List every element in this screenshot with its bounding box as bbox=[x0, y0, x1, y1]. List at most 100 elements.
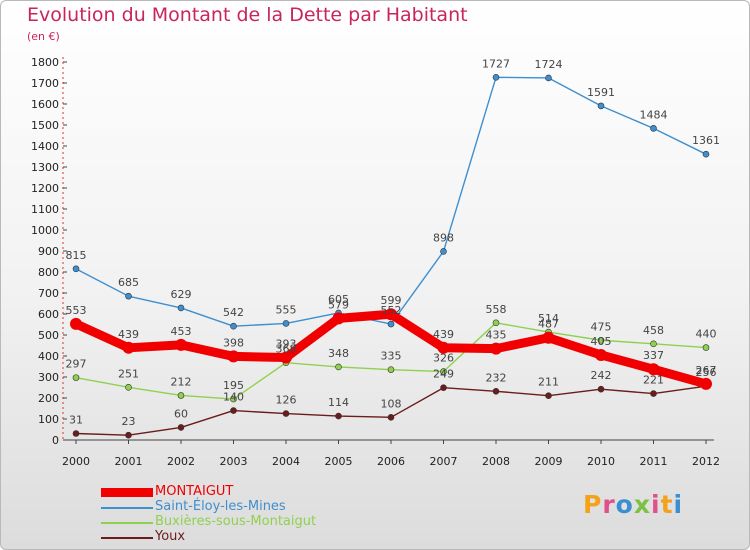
data-label: 815 bbox=[66, 249, 87, 262]
x-tick-label: 2005 bbox=[325, 455, 353, 468]
data-label: 514 bbox=[538, 312, 559, 325]
data-point bbox=[545, 392, 552, 399]
data-point bbox=[597, 102, 605, 110]
x-tick-label: 2007 bbox=[430, 455, 458, 468]
proxiti-logo: Proxiti bbox=[583, 490, 683, 519]
data-point bbox=[332, 312, 345, 325]
data-label: 23 bbox=[122, 415, 136, 428]
data-label: 251 bbox=[118, 367, 139, 380]
data-label: 195 bbox=[223, 379, 244, 392]
y-tick-label: 1300 bbox=[31, 161, 59, 174]
data-point bbox=[440, 248, 447, 255]
logo-letter: t bbox=[660, 490, 674, 519]
data-point bbox=[387, 320, 395, 328]
data-label: 542 bbox=[223, 306, 244, 319]
data-label: 1591 bbox=[587, 86, 615, 99]
data-label: 348 bbox=[328, 347, 349, 360]
y-tick-label: 1500 bbox=[31, 119, 59, 132]
data-point bbox=[125, 383, 132, 391]
data-point bbox=[280, 351, 292, 364]
data-label: 475 bbox=[591, 320, 612, 333]
data-label: 487 bbox=[538, 318, 559, 331]
data-label: 898 bbox=[433, 231, 454, 244]
data-label: 1727 bbox=[482, 57, 510, 70]
logo-letter: i bbox=[673, 490, 684, 519]
data-label: 599 bbox=[381, 294, 402, 307]
legend-swatch bbox=[101, 536, 153, 539]
data-label: 629 bbox=[171, 288, 192, 301]
data-point bbox=[702, 150, 710, 158]
data-label: 439 bbox=[118, 328, 139, 341]
y-tick-label: 200 bbox=[38, 392, 59, 405]
data-label: 579 bbox=[328, 298, 349, 311]
y-tick-label: 1600 bbox=[31, 98, 59, 111]
logo-letter: o bbox=[615, 490, 634, 519]
data-point bbox=[597, 385, 605, 393]
data-point bbox=[177, 392, 185, 399]
x-tick-label: 2002 bbox=[167, 455, 195, 468]
data-label: 221 bbox=[643, 374, 664, 387]
y-tick-label: 1400 bbox=[31, 140, 59, 153]
y-tick-label: 1100 bbox=[31, 203, 59, 216]
data-label: 439 bbox=[433, 328, 454, 341]
data-point bbox=[542, 331, 555, 344]
data-label: 256 bbox=[696, 366, 717, 379]
data-label: 211 bbox=[538, 376, 559, 389]
data-label: 108 bbox=[381, 397, 402, 410]
data-point bbox=[490, 342, 502, 355]
data-point bbox=[387, 366, 395, 373]
x-tick-label: 2009 bbox=[535, 455, 563, 468]
legend-label: Buxières-sous-Montaigut bbox=[155, 514, 317, 529]
data-label: 553 bbox=[66, 304, 87, 317]
x-tick-label: 2008 bbox=[482, 455, 510, 468]
y-tick-label: 300 bbox=[38, 371, 59, 384]
data-point bbox=[700, 377, 712, 390]
data-label: 249 bbox=[433, 368, 454, 381]
y-tick-label: 600 bbox=[38, 308, 59, 321]
data-label: 435 bbox=[486, 329, 507, 342]
data-point bbox=[595, 348, 607, 361]
data-point bbox=[387, 414, 395, 421]
data-label: 267 bbox=[696, 364, 717, 377]
chart-title: Evolution du Montant de la Dette par Hab… bbox=[27, 4, 468, 26]
data-point bbox=[437, 341, 450, 354]
legend-swatch bbox=[101, 506, 153, 509]
data-label: 337 bbox=[643, 349, 664, 362]
y-tick-label: 900 bbox=[38, 245, 59, 258]
y-tick-label: 0 bbox=[52, 434, 59, 447]
logo-letter: P bbox=[583, 490, 603, 519]
y-tick-label: 400 bbox=[38, 350, 59, 363]
x-tick-label: 2000 bbox=[62, 455, 90, 468]
data-point bbox=[122, 341, 135, 354]
data-point bbox=[492, 74, 500, 81]
data-label: 126 bbox=[276, 394, 297, 407]
data-point bbox=[492, 387, 500, 395]
data-label: 1724 bbox=[535, 58, 563, 71]
data-label: 398 bbox=[223, 336, 244, 349]
data-point bbox=[650, 125, 657, 132]
data-label: 555 bbox=[276, 303, 297, 316]
data-point bbox=[385, 308, 397, 321]
data-point bbox=[70, 317, 82, 330]
data-point bbox=[650, 390, 657, 397]
legend-label: MONTAIGUT bbox=[155, 484, 234, 499]
data-point bbox=[177, 304, 185, 312]
x-tick-label: 2010 bbox=[587, 455, 615, 468]
logo-letter: r bbox=[602, 490, 616, 519]
data-label: 1484 bbox=[640, 108, 668, 121]
data-point bbox=[72, 265, 80, 273]
data-point bbox=[597, 336, 605, 344]
y-tick-label: 1200 bbox=[31, 182, 59, 195]
legend-label: Youx bbox=[155, 529, 186, 544]
axes: 0 100 200 300 400 500 600 700 800 900 1000 1100 1200… bbox=[31, 56, 720, 468]
data-label: 453 bbox=[171, 325, 192, 338]
data-point bbox=[440, 384, 447, 392]
data-label: 552 bbox=[381, 304, 402, 317]
data-label: 605 bbox=[328, 293, 349, 306]
x-tick-label: 2011 bbox=[640, 455, 668, 468]
data-point bbox=[175, 338, 187, 351]
data-label: 1361 bbox=[692, 134, 720, 147]
data-label: 458 bbox=[643, 324, 664, 337]
